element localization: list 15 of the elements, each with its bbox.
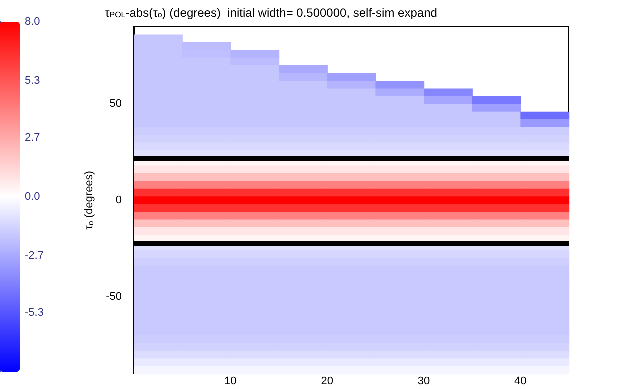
chart-title: τPOL-abs(τo) (degrees) initial width= 0.500000, self-sim expand <box>105 6 438 20</box>
y-tick-label: -50 <box>106 290 122 303</box>
x-tick-label: 40 <box>514 376 527 388</box>
x-tick-label: 10 <box>224 376 237 388</box>
x-tick-label: 20 <box>321 376 334 388</box>
color-bar-label: 5.3 <box>25 75 40 88</box>
color-bar-label: 8.0 <box>25 16 40 28</box>
y-axis-title: τo (degrees) <box>84 171 96 230</box>
y-tick-label: 0 <box>116 194 122 206</box>
x-tick-label: 30 <box>418 376 430 388</box>
color-bar-label: -5.3 <box>25 306 44 319</box>
color-bar-label: -2.7 <box>25 250 44 262</box>
y-tick-label: 50 <box>110 98 122 110</box>
color-bar-label: 0.0 <box>25 191 40 203</box>
color-bar-label: 2.7 <box>25 132 40 144</box>
